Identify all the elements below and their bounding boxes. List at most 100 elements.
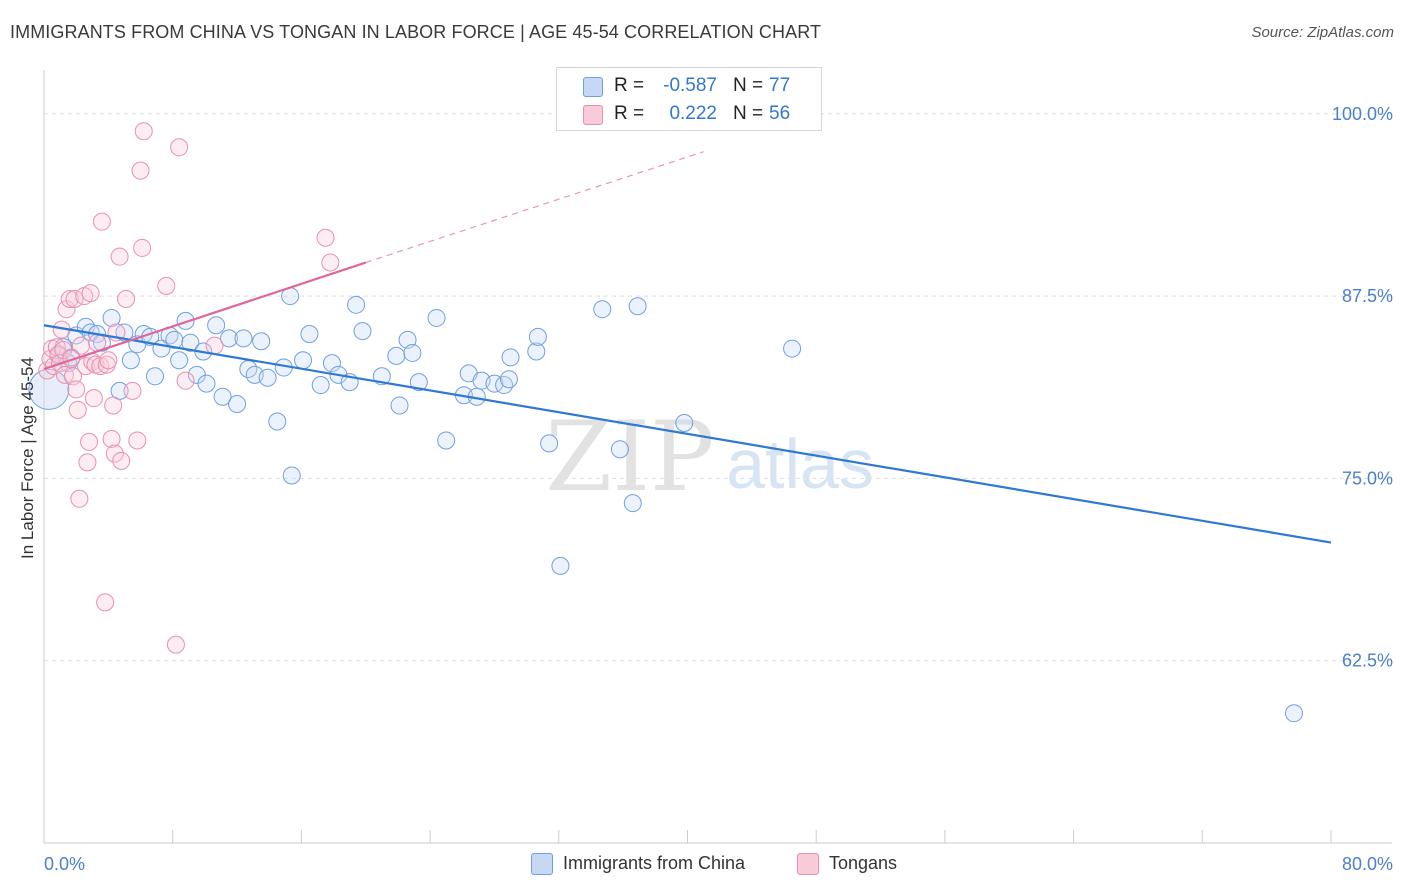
china-point-52 <box>403 343 422 362</box>
china-point-71 <box>628 297 647 316</box>
china-point-23 <box>181 333 200 352</box>
tongan-trend-line <box>43 261 367 371</box>
tongan-point-51 <box>321 253 340 272</box>
watermark-atlas: atlas <box>726 425 874 503</box>
china-point-13 <box>121 351 140 370</box>
r-value: 0.222 <box>669 103 717 124</box>
watermark-zip: ZIP <box>545 401 714 513</box>
china-swatch <box>583 77 603 97</box>
tongan-point-48 <box>176 371 195 390</box>
stats-box: R = -0.587 N = 77 R = 0.222 N = 56 <box>556 67 822 131</box>
china-point-26 <box>197 374 216 393</box>
r-label: R = <box>614 75 645 96</box>
tongan-point-40 <box>123 381 142 400</box>
china-point-27 <box>207 316 226 335</box>
tongan-point-12 <box>62 349 81 368</box>
china-point-39 <box>282 466 301 485</box>
china-point-61 <box>495 376 514 395</box>
china-point-68 <box>593 300 612 319</box>
china-point-65 <box>528 327 547 346</box>
n-value: 77 <box>769 75 791 96</box>
tongan-point-47 <box>170 138 189 157</box>
china-point-21 <box>170 351 189 370</box>
china-point-55 <box>437 431 456 450</box>
tongan-point-17 <box>70 489 89 508</box>
china-point-17 <box>146 367 165 386</box>
china-point-31 <box>234 329 253 348</box>
china-point-10 <box>102 308 121 327</box>
tongan-point-37 <box>110 247 129 266</box>
tongan-point-32 <box>99 351 118 370</box>
tick-labels: 62.5% 75.0% 87.5% 100.0% 0.0% 80.0% <box>44 104 1393 874</box>
tongan-point-35 <box>105 444 124 463</box>
china-point-69 <box>610 440 629 459</box>
n-label: N = <box>733 103 764 124</box>
tongan-point-30 <box>96 593 115 612</box>
y-tick-label-2: 87.5% <box>1342 286 1393 306</box>
china-point-54 <box>427 308 446 327</box>
china-point-73 <box>783 339 802 358</box>
x-tick-label-min: 0.0% <box>44 854 85 874</box>
tongan-point-21 <box>78 453 97 472</box>
china-point-70 <box>623 494 642 513</box>
n-value: 56 <box>769 103 791 124</box>
tongan-point-45 <box>157 276 176 295</box>
stats-row-tongan: R = 0.222 N = 56 <box>557 101 821 129</box>
china-point-50 <box>390 396 409 415</box>
china-point-60 <box>485 374 504 393</box>
china-point-40 <box>294 351 313 370</box>
legend-swatch-china <box>531 853 553 875</box>
china-point-47 <box>353 322 372 341</box>
tongan-point-18 <box>72 336 91 355</box>
tongan-point-23 <box>81 284 100 303</box>
china-point-46 <box>347 295 366 314</box>
y-axis-label: In Labor Force | Age 45-54 <box>18 357 37 559</box>
r-value: -0.587 <box>663 75 717 96</box>
tongan-point-34 <box>104 396 123 415</box>
tongan-point-29 <box>92 212 111 231</box>
tongan-point-43 <box>133 238 152 257</box>
tongan-swatch <box>583 105 603 125</box>
china-point-74 <box>1284 704 1303 723</box>
tongan-point-46 <box>166 635 185 654</box>
china-point-34 <box>252 332 271 351</box>
china-point-36 <box>268 412 287 431</box>
legend-swatch-tongan <box>797 853 819 875</box>
tongan-point-41 <box>128 431 147 450</box>
china-point-0 <box>28 368 70 410</box>
tongan-point-49 <box>205 336 224 355</box>
tongan-point-50 <box>316 228 335 247</box>
axes <box>43 70 1392 844</box>
china-point-28 <box>213 387 232 406</box>
tongan-point-42 <box>131 161 150 180</box>
china-point-49 <box>387 346 406 365</box>
tongan-point-33 <box>102 429 121 448</box>
n-label: N = <box>733 75 764 96</box>
x-tick-label-max: 80.0% <box>1342 854 1393 874</box>
china-point-72 <box>675 413 694 432</box>
series-tongan-points <box>38 122 340 654</box>
china-point-43 <box>322 354 341 373</box>
tongan-point-38 <box>112 451 131 470</box>
tongan-point-15 <box>67 380 86 399</box>
y-tick-label-0: 62.5% <box>1342 651 1393 671</box>
source-label: Source: ZipAtlas.com <box>1251 24 1394 41</box>
tongan-point-22 <box>80 432 99 451</box>
china-point-64 <box>527 342 546 361</box>
chart-title: IMMIGRANTS FROM CHINA VS TONGAN IN LABOR… <box>10 22 822 42</box>
series-china-points <box>28 287 1303 723</box>
legend-label-tongan: Tongans <box>829 853 898 873</box>
stats-row-china: R = -0.587 N = 77 <box>557 73 821 101</box>
china-point-63 <box>501 348 520 367</box>
china-point-42 <box>311 376 330 395</box>
tongan-point-25 <box>84 389 103 408</box>
china-point-22 <box>176 311 195 330</box>
china-point-67 <box>551 556 570 575</box>
y-tick-label-1: 75.0% <box>1342 468 1393 488</box>
tongan-point-16 <box>68 400 87 419</box>
china-point-35 <box>258 368 277 387</box>
tongan-point-39 <box>117 289 136 308</box>
china-point-62 <box>499 370 518 389</box>
watermark: ZIP atlas <box>545 401 874 513</box>
